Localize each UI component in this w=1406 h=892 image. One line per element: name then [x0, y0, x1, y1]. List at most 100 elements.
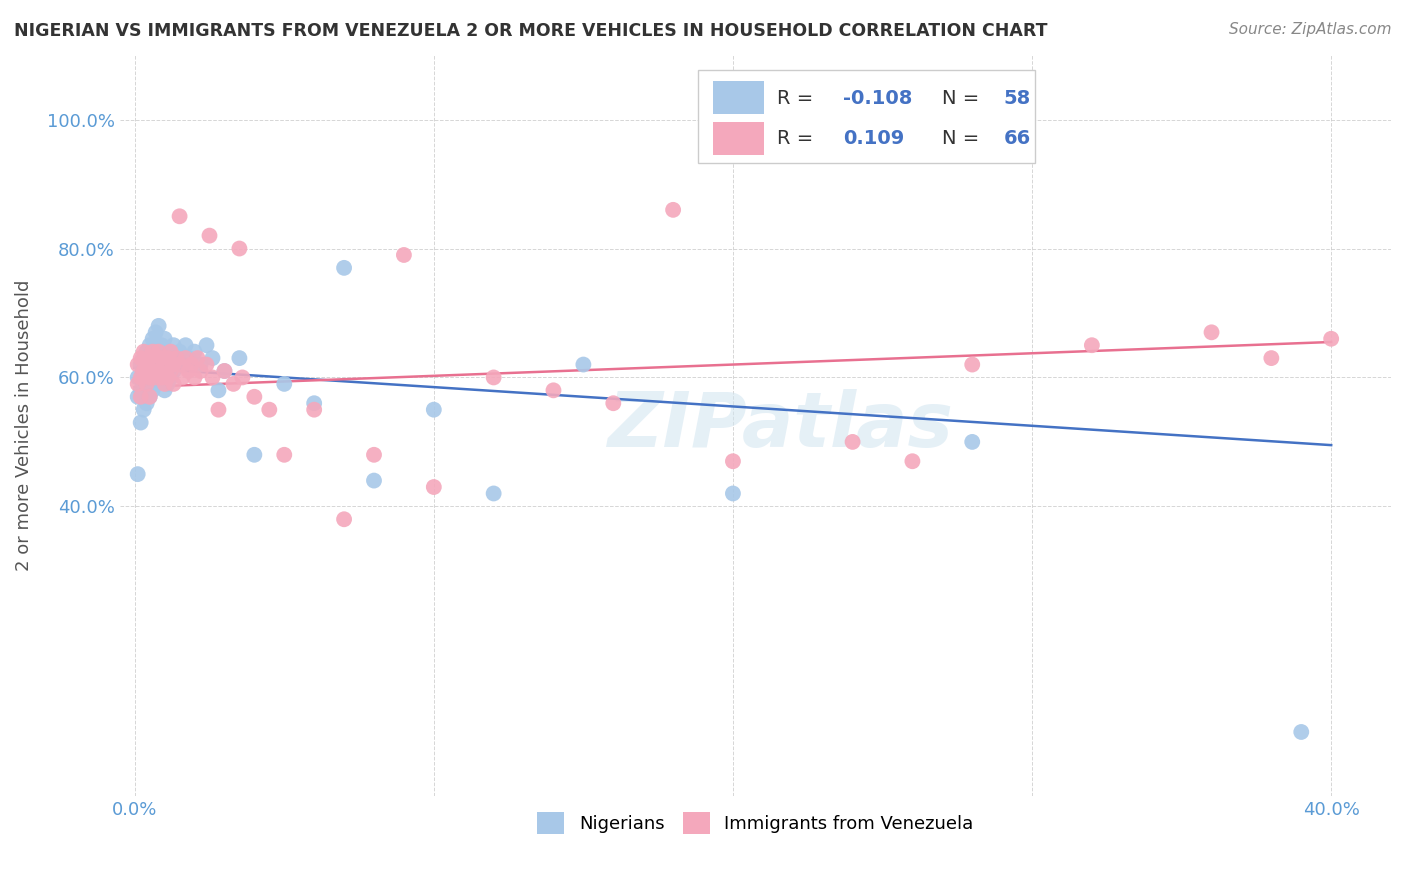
Text: R =: R =	[778, 88, 820, 108]
Point	[159, 370, 181, 384]
Point	[169, 358, 191, 372]
Point	[148, 344, 170, 359]
Point	[150, 364, 173, 378]
Point	[148, 318, 170, 333]
Point	[228, 242, 250, 256]
Point	[129, 384, 152, 398]
Point	[201, 351, 224, 365]
Point	[129, 358, 152, 372]
Point	[145, 326, 167, 340]
Point	[142, 344, 165, 359]
Point	[482, 370, 505, 384]
Point	[127, 390, 149, 404]
Point	[132, 402, 155, 417]
Point	[166, 351, 188, 365]
Point	[190, 358, 212, 372]
Point	[145, 351, 167, 365]
Point	[156, 370, 179, 384]
Point	[273, 448, 295, 462]
Point	[135, 370, 157, 384]
Point	[159, 344, 181, 359]
Point	[1201, 326, 1223, 340]
Point	[142, 358, 165, 372]
Point	[127, 467, 149, 482]
Point	[129, 416, 152, 430]
Point	[1260, 351, 1282, 365]
Point	[129, 390, 152, 404]
Point	[960, 358, 983, 372]
Text: NIGERIAN VS IMMIGRANTS FROM VENEZUELA 2 OR MORE VEHICLES IN HOUSEHOLD CORRELATIO: NIGERIAN VS IMMIGRANTS FROM VENEZUELA 2 …	[14, 22, 1047, 40]
Point	[195, 358, 218, 372]
Point	[333, 512, 356, 526]
Point	[172, 370, 194, 384]
Y-axis label: 2 or more Vehicles in Household: 2 or more Vehicles in Household	[15, 280, 32, 572]
Point	[153, 358, 176, 372]
Point	[135, 344, 157, 359]
Point	[162, 364, 184, 378]
Point	[156, 376, 179, 391]
Text: 66: 66	[1004, 129, 1031, 148]
Point	[207, 402, 229, 417]
Point	[145, 370, 167, 384]
Point	[363, 474, 385, 488]
Point	[138, 390, 160, 404]
Point	[841, 434, 863, 449]
Point	[148, 344, 170, 359]
Point	[148, 370, 170, 384]
Legend: Nigerians, Immigrants from Venezuela: Nigerians, Immigrants from Venezuela	[530, 805, 980, 841]
Point	[150, 338, 173, 352]
Point	[142, 332, 165, 346]
Point	[662, 202, 685, 217]
Point	[138, 390, 160, 404]
Point	[142, 364, 165, 378]
Point	[186, 351, 208, 365]
FancyBboxPatch shape	[713, 122, 765, 155]
Point	[127, 358, 149, 372]
Point	[198, 228, 221, 243]
Point	[159, 344, 181, 359]
Point	[183, 344, 205, 359]
FancyBboxPatch shape	[699, 70, 1035, 162]
Point	[901, 454, 924, 468]
Point	[195, 338, 218, 352]
Point	[363, 448, 385, 462]
Point	[166, 351, 188, 365]
Point	[172, 358, 194, 372]
Point	[302, 402, 325, 417]
Point	[243, 390, 266, 404]
Point	[135, 396, 157, 410]
Point	[243, 448, 266, 462]
Text: 58: 58	[1004, 88, 1031, 108]
Point	[174, 351, 197, 365]
Point	[1081, 338, 1104, 352]
Point	[162, 358, 184, 372]
Point	[145, 376, 167, 391]
Point	[222, 376, 245, 391]
Point	[169, 344, 191, 359]
Point	[259, 402, 281, 417]
Text: N =: N =	[942, 129, 986, 148]
Point	[177, 351, 200, 365]
Point	[132, 376, 155, 391]
Point	[159, 364, 181, 378]
Point	[127, 376, 149, 391]
Point	[129, 370, 152, 384]
Point	[132, 344, 155, 359]
Point	[153, 332, 176, 346]
Point	[174, 338, 197, 352]
Point	[572, 358, 595, 372]
Point	[129, 351, 152, 365]
Point	[183, 370, 205, 384]
Point	[423, 480, 446, 494]
Point	[273, 376, 295, 391]
Point	[156, 351, 179, 365]
Text: N =: N =	[942, 88, 986, 108]
Point	[1320, 332, 1343, 346]
Point	[135, 376, 157, 391]
Point	[150, 351, 173, 365]
Point	[145, 351, 167, 365]
Point	[162, 338, 184, 352]
Point	[231, 370, 253, 384]
Point	[138, 338, 160, 352]
Point	[169, 209, 191, 223]
